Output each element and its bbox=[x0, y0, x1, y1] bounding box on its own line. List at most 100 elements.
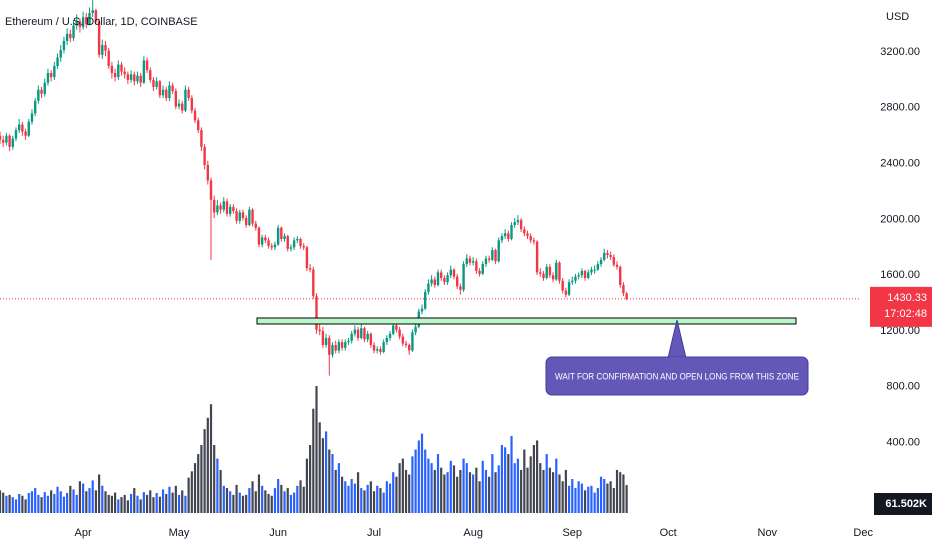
volume-bar bbox=[251, 481, 254, 513]
volume-bar bbox=[203, 429, 206, 513]
candle-body bbox=[289, 247, 293, 249]
candle-body bbox=[5, 135, 8, 143]
candle-body bbox=[21, 124, 24, 132]
volume-bar bbox=[168, 486, 171, 513]
candle-body bbox=[382, 342, 385, 352]
volume-bar bbox=[24, 499, 27, 513]
candle-body bbox=[619, 266, 622, 285]
y-tick-label: 400.00 bbox=[886, 436, 920, 448]
volume-bar bbox=[11, 497, 14, 513]
candle-body bbox=[56, 57, 59, 66]
candle-body bbox=[443, 277, 446, 283]
candle-body bbox=[459, 286, 462, 290]
badges: 1430.33 17:02:48 61.502K bbox=[870, 286, 932, 515]
candle-body bbox=[177, 103, 181, 107]
candle-body bbox=[491, 250, 494, 260]
callout-pointer bbox=[667, 319, 687, 359]
candle-body bbox=[404, 343, 408, 345]
volume-bar bbox=[241, 495, 245, 513]
candle-body bbox=[43, 82, 46, 94]
volume-bar bbox=[184, 495, 187, 513]
volume-bar bbox=[481, 460, 484, 513]
volume-bar bbox=[120, 497, 123, 513]
candle-body bbox=[424, 291, 427, 309]
volume-bar bbox=[462, 458, 465, 513]
y-tick-label: 2400.00 bbox=[880, 158, 920, 170]
volume-bar bbox=[376, 485, 379, 513]
volume-bar bbox=[363, 490, 366, 513]
candle-body bbox=[539, 272, 542, 274]
candle-body bbox=[187, 89, 190, 99]
candle-body bbox=[379, 349, 382, 352]
candle-body bbox=[101, 45, 104, 55]
candle-body bbox=[181, 103, 184, 111]
candle-body bbox=[350, 333, 353, 341]
volume-bar bbox=[34, 488, 37, 513]
price-scale bbox=[860, 0, 932, 520]
volume-bar bbox=[625, 485, 628, 513]
candle-body bbox=[363, 328, 366, 340]
volume-bar bbox=[484, 469, 488, 513]
candle-body bbox=[318, 329, 321, 331]
candle-body bbox=[580, 271, 584, 276]
price-scale-labels: 400.00 800.00 1200.00 1600.00 2000.00 2400.00… bbox=[880, 46, 920, 449]
candle-body bbox=[292, 240, 296, 248]
volume-bar bbox=[392, 472, 395, 513]
candle-body bbox=[174, 91, 178, 107]
candle-body bbox=[593, 269, 596, 271]
volume-bar bbox=[37, 494, 40, 513]
candle-body bbox=[30, 113, 34, 122]
volume-bar bbox=[123, 494, 126, 513]
candle-body bbox=[155, 81, 158, 87]
candle-body bbox=[328, 337, 331, 355]
y-tick-label: 2000.00 bbox=[880, 213, 920, 225]
candle-body bbox=[372, 344, 376, 351]
volume-bar bbox=[580, 483, 583, 513]
volume-bar bbox=[340, 476, 344, 513]
candle-body bbox=[53, 65, 56, 78]
candle-body bbox=[369, 333, 373, 345]
candle-body bbox=[225, 201, 229, 214]
candle-body bbox=[17, 124, 21, 131]
volume-bar bbox=[149, 490, 152, 513]
candle-body bbox=[494, 250, 497, 262]
x-tick-label: Sep bbox=[562, 527, 582, 539]
volume-bar bbox=[261, 485, 264, 513]
volume-bar bbox=[337, 463, 340, 513]
volume-bar bbox=[283, 491, 286, 513]
candle-body bbox=[475, 261, 478, 272]
volume-bar bbox=[85, 491, 88, 513]
volume-bar bbox=[72, 489, 75, 513]
candle-body bbox=[356, 329, 360, 338]
volume-bar bbox=[238, 492, 241, 513]
volume-bar bbox=[523, 449, 526, 513]
candle-body bbox=[8, 135, 11, 147]
volume-bar bbox=[91, 480, 94, 513]
volume-bar bbox=[129, 493, 133, 513]
candle-body bbox=[468, 258, 472, 263]
volume-bar bbox=[606, 483, 609, 513]
candle-body bbox=[244, 218, 248, 225]
candle-body bbox=[555, 262, 558, 280]
candle-body bbox=[321, 330, 325, 345]
last-price-label: 1430.33 bbox=[887, 292, 927, 304]
candle-body bbox=[340, 342, 344, 348]
candle-body bbox=[324, 337, 328, 345]
volume-bar bbox=[264, 490, 267, 513]
candle-body bbox=[152, 79, 155, 87]
candle-body bbox=[385, 337, 389, 343]
candle-body bbox=[439, 272, 443, 278]
volume-bar bbox=[312, 408, 315, 513]
candle-body bbox=[94, 10, 98, 22]
candle-body bbox=[149, 70, 152, 80]
candle-body bbox=[254, 223, 257, 228]
candle-body bbox=[414, 326, 417, 333]
volume-bar bbox=[56, 486, 59, 513]
volume-bar bbox=[440, 467, 443, 513]
volume-bar bbox=[133, 488, 136, 513]
volume-bar bbox=[536, 440, 539, 513]
volume-bar bbox=[104, 491, 107, 513]
candle-body bbox=[353, 329, 357, 334]
candle-body bbox=[507, 233, 510, 239]
